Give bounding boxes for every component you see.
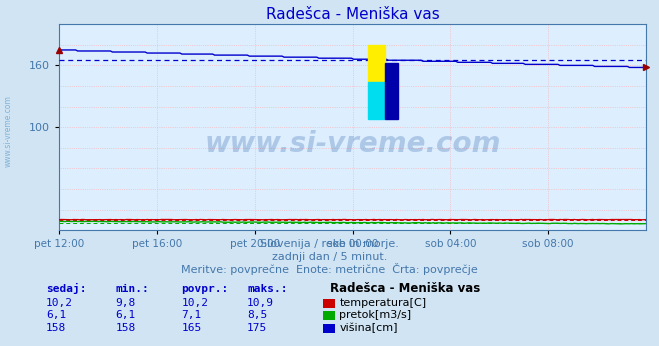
- Text: višina[cm]: višina[cm]: [339, 322, 398, 333]
- Text: temperatura[C]: temperatura[C]: [339, 298, 426, 308]
- Text: 6,1: 6,1: [115, 310, 136, 320]
- Text: 7,1: 7,1: [181, 310, 202, 320]
- Text: Slovenija / reke in morje.: Slovenija / reke in morje.: [260, 239, 399, 249]
- Bar: [368, 82, 385, 119]
- Text: 165: 165: [181, 323, 202, 333]
- Bar: [368, 45, 385, 82]
- Text: 10,2: 10,2: [46, 298, 73, 308]
- Text: 8,5: 8,5: [247, 310, 268, 320]
- Text: www.si-vreme.com: www.si-vreme.com: [3, 95, 13, 167]
- Text: 10,9: 10,9: [247, 298, 274, 308]
- Text: www.si-vreme.com: www.si-vreme.com: [204, 130, 501, 158]
- Text: 10,2: 10,2: [181, 298, 208, 308]
- Text: pretok[m3/s]: pretok[m3/s]: [339, 310, 411, 320]
- Text: sedaj:: sedaj:: [46, 283, 86, 294]
- Title: Radešca - Meniška vas: Radešca - Meniška vas: [266, 7, 440, 22]
- Text: 9,8: 9,8: [115, 298, 136, 308]
- Text: maks.:: maks.:: [247, 284, 287, 294]
- Text: min.:: min.:: [115, 284, 149, 294]
- Text: Radešca - Meniška vas: Radešca - Meniška vas: [330, 282, 480, 295]
- Text: 6,1: 6,1: [46, 310, 67, 320]
- Text: 158: 158: [115, 323, 136, 333]
- Text: zadnji dan / 5 minut.: zadnji dan / 5 minut.: [272, 252, 387, 262]
- Text: 175: 175: [247, 323, 268, 333]
- Bar: [385, 63, 398, 119]
- Text: povpr.:: povpr.:: [181, 284, 229, 294]
- Text: 158: 158: [46, 323, 67, 333]
- Text: Meritve: povprečne  Enote: metrične  Črta: povprečje: Meritve: povprečne Enote: metrične Črta:…: [181, 263, 478, 275]
